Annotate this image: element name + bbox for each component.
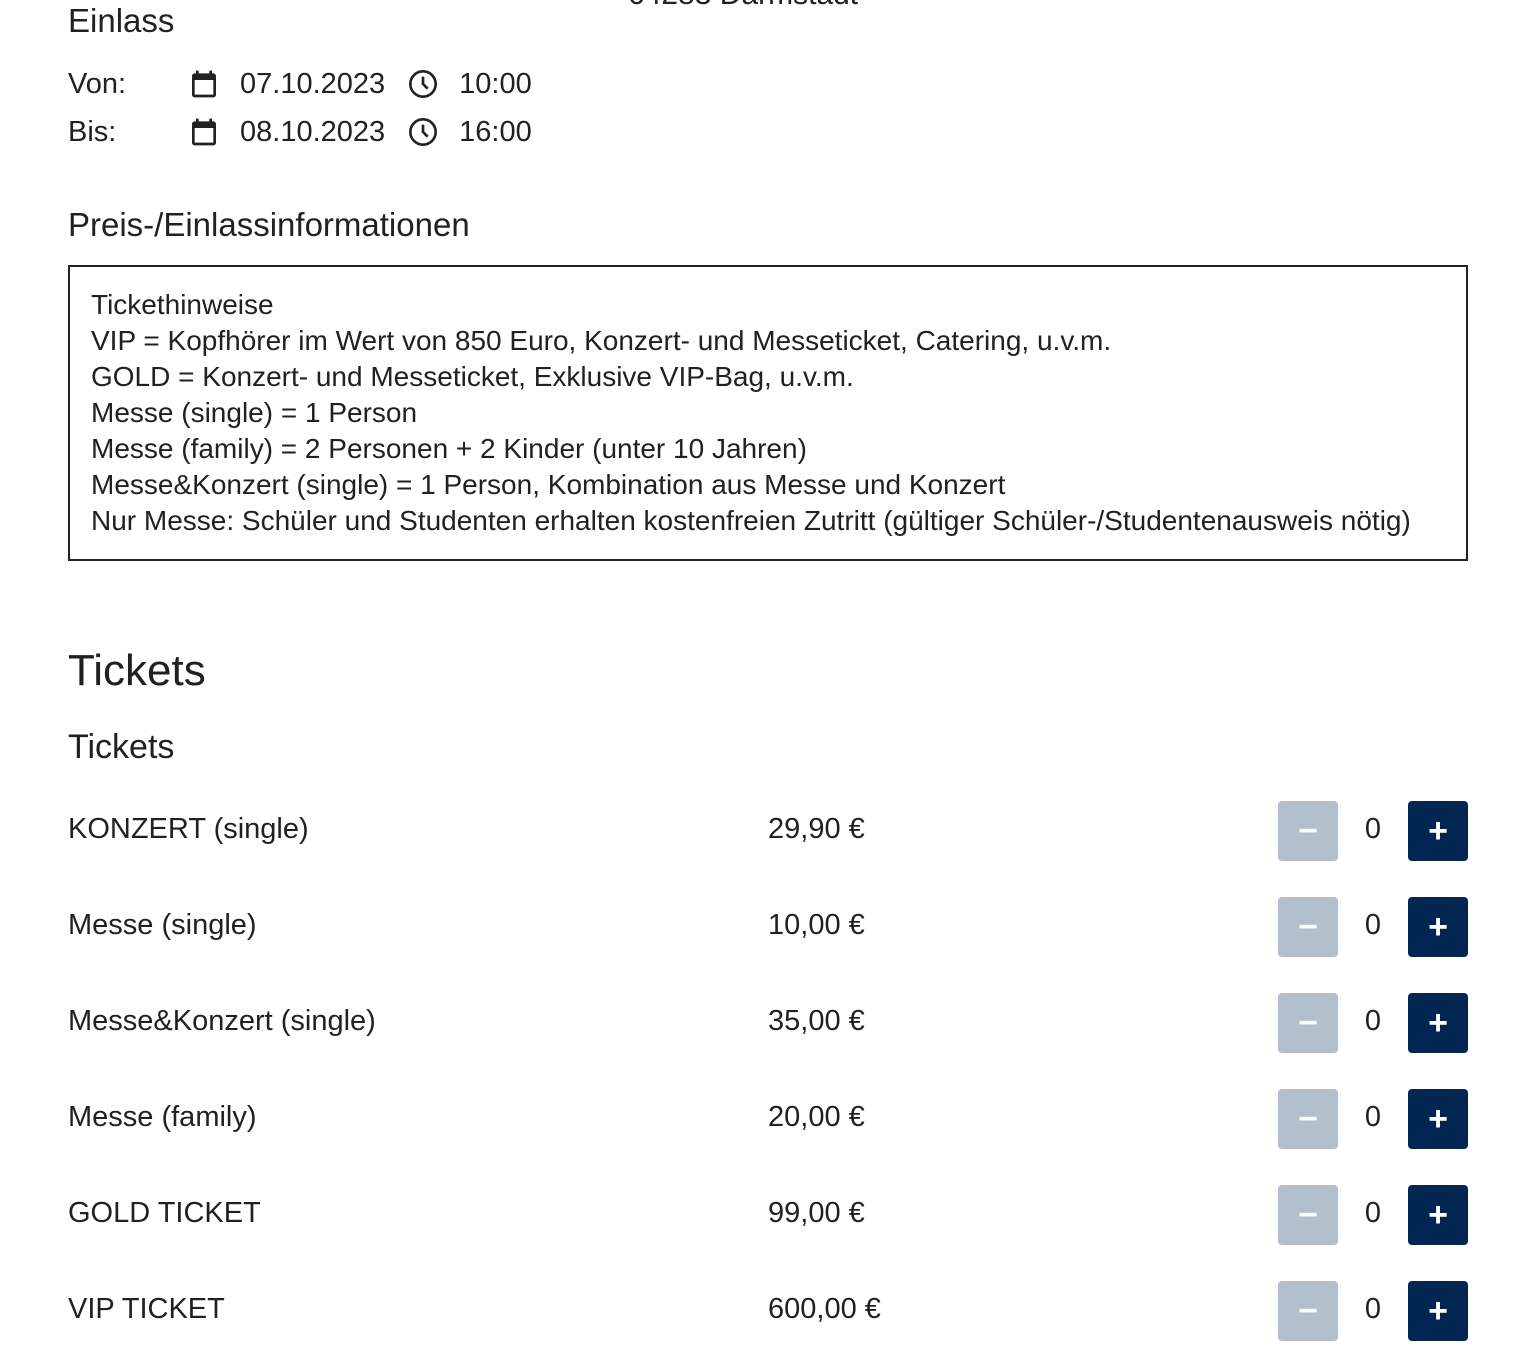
einlass-heading: Einlass [68,2,175,39]
info-line: Messe (family) = 2 Personen + 2 Kinder (… [91,433,807,464]
ticket-name: GOLD TICKET [68,1197,261,1229]
info-line: Messe&Konzert (single) = 1 Person, Kombi… [91,469,1006,500]
ticket-price: 35,00 € [768,1005,865,1037]
ticket-quantity: 0 [1364,1005,1382,1037]
decrease-quantity-button[interactable]: − [1278,1089,1338,1149]
info-line: VIP = Kopfhörer im Wert von 850 Euro, Ko… [91,325,1112,356]
decrease-quantity-button[interactable]: − [1278,801,1338,861]
einlass-to-row: Bis: 08.10.2023 16:00 [68,112,532,152]
ticket-quantity: 0 [1364,1101,1382,1133]
ticket-quantity: 0 [1364,909,1382,941]
info-line: Nur Messe: Schüler und Studenten erhalte… [91,505,1411,536]
clock-icon [409,70,438,98]
ticket-row: VIP TICKET 600,00 € −0 + [68,1281,1468,1341]
info-line: Messe (single) = 1 Person [91,397,418,428]
tickets-heading: Tickets [68,646,206,695]
to-date: 08.10.2023 [240,115,386,148]
to-time: 16:00 [459,115,532,148]
tickets-subheading: Tickets [68,728,175,766]
calendar-icon [192,70,216,98]
from-time: 10:00 [459,67,532,100]
increase-quantity-button[interactable]: + [1408,801,1468,861]
ticket-price: 20,00 € [768,1101,865,1133]
to-label: Bis: [68,115,117,148]
ticket-quantity: 0 [1364,813,1382,845]
ticket-price: 29,90 € [768,813,865,845]
ticket-row: GOLD TICKET 99,00 € −0 + [68,1185,1468,1245]
increase-quantity-button[interactable]: + [1408,993,1468,1053]
ticket-price: 99,00 € [768,1197,865,1229]
clock-icon [409,118,438,146]
ticket-name: Messe (family) [68,1101,257,1133]
ticket-name: Messe (single) [68,909,257,941]
info-line: GOLD = Konzert- und Messeticket, Exklusi… [91,361,854,392]
ticket-name: Messe&Konzert (single) [68,1005,376,1037]
ticket-quantity: 0 [1364,1293,1382,1325]
decrease-quantity-button[interactable]: − [1278,1281,1338,1341]
decrease-quantity-button[interactable]: − [1278,993,1338,1053]
ticket-row: Messe&Konzert (single) 35,00 € −0 + [68,993,1468,1053]
ticket-price: 10,00 € [768,909,865,941]
from-label: Von: [68,67,127,100]
decrease-quantity-button[interactable]: − [1278,897,1338,957]
from-date: 07.10.2023 [240,67,386,100]
ticket-row: Messe (single) 10,00 € −0 + [68,897,1468,957]
einlass-from-row: Von: 07.10.2023 10:00 [68,64,532,104]
increase-quantity-button[interactable]: + [1408,897,1468,957]
info-heading: Preis-/Einlassinformationen [68,206,470,243]
ticket-info-box: Tickethinweise VIP = Kopfhörer im Wert v… [68,265,1468,561]
calendar-icon [192,118,216,146]
increase-quantity-button[interactable]: + [1408,1089,1468,1149]
address-partial: 64283 Darmstadt [628,0,858,12]
info-line: Tickethinweise [91,289,274,320]
ticket-price: 600,00 € [768,1293,881,1325]
ticket-quantity: 0 [1364,1197,1382,1229]
ticket-name: KONZERT (single) [68,813,309,845]
ticket-row: Messe (family) 20,00 € −0 + [68,1089,1468,1149]
increase-quantity-button[interactable]: + [1408,1185,1468,1245]
ticket-row: KONZERT (single) 29,90 € −0 + [68,801,1468,861]
decrease-quantity-button[interactable]: − [1278,1185,1338,1245]
ticket-name: VIP TICKET [68,1293,225,1325]
increase-quantity-button[interactable]: + [1408,1281,1468,1341]
